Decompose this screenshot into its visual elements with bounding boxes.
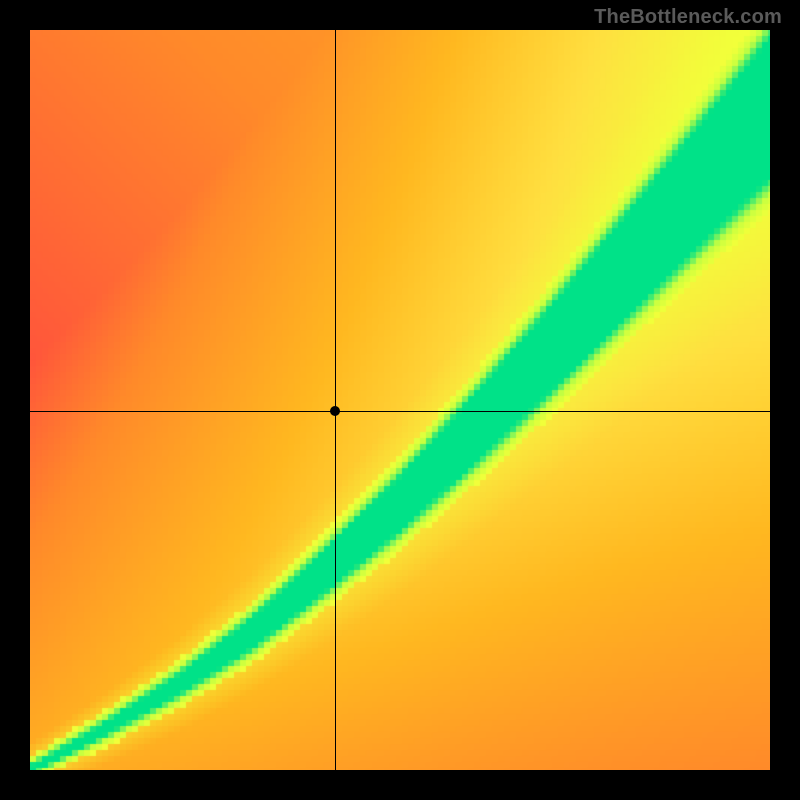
plot-area — [30, 30, 770, 770]
crosshair-horizontal — [30, 411, 770, 412]
crosshair-vertical — [335, 30, 336, 770]
marker-dot — [330, 406, 340, 416]
watermark-text: TheBottleneck.com — [594, 6, 782, 29]
heatmap-canvas — [30, 30, 770, 770]
chart-frame: TheBottleneck.com — [0, 0, 800, 800]
